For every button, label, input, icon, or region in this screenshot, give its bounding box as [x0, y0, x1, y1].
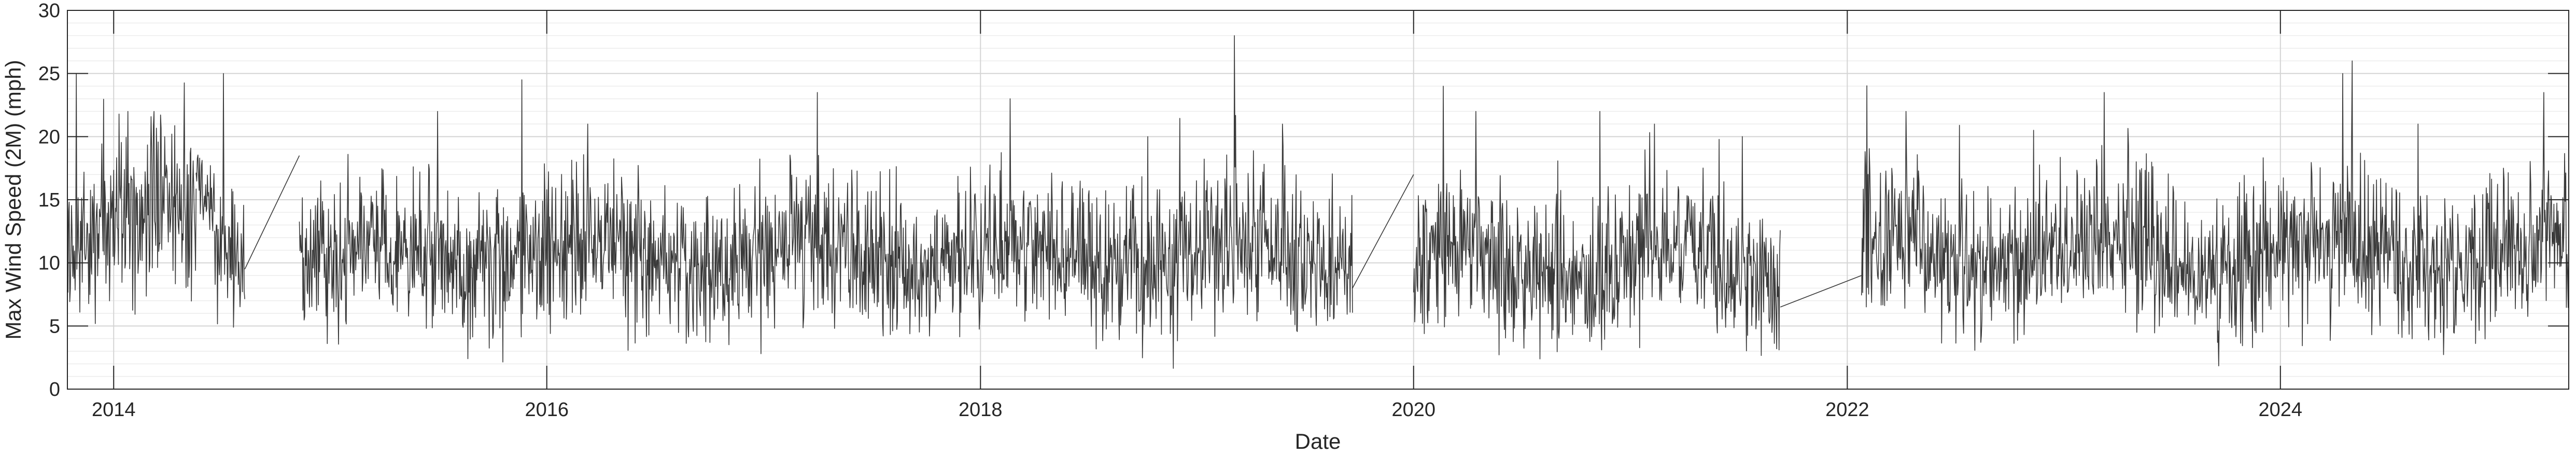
- data-line-segment: [1413, 86, 1781, 360]
- x-tick-label: 2018: [959, 399, 1003, 421]
- data-line-segment: [299, 35, 1353, 369]
- data-gap-connector: [1780, 275, 1862, 308]
- x-tick-label: 2020: [1391, 399, 1435, 421]
- y-tick-label: 5: [49, 315, 60, 337]
- data-gap-connector: [244, 155, 300, 270]
- y-tick-label: 10: [38, 253, 60, 274]
- y-tick-label: 0: [49, 379, 60, 401]
- data-line-segment: [1861, 60, 2569, 367]
- y-tick-label: 25: [38, 63, 60, 85]
- data-line-segment: [214, 73, 245, 328]
- x-axis-label: Date: [1295, 429, 1341, 453]
- y-tick-label: 30: [38, 0, 60, 22]
- axis-ticks: 0 5 10 15 20 25 30 2014 2016 2018 2020 2022 2024: [38, 0, 2569, 421]
- data-line-segment: [195, 154, 215, 231]
- x-tick-label: 2016: [525, 399, 569, 421]
- data-series-layer: [67, 35, 2569, 369]
- data-line-segment: [67, 73, 197, 324]
- y-tick-label: 20: [38, 126, 60, 148]
- x-tick-label: 2024: [2259, 399, 2303, 421]
- x-tick-label: 2014: [92, 399, 136, 421]
- y-axis-label: Max Wind Speed (2M) (mph): [1, 60, 25, 339]
- data-gap-connector: [1352, 174, 1414, 288]
- y-tick-label: 15: [38, 189, 60, 211]
- x-tick-label: 2022: [1825, 399, 1869, 421]
